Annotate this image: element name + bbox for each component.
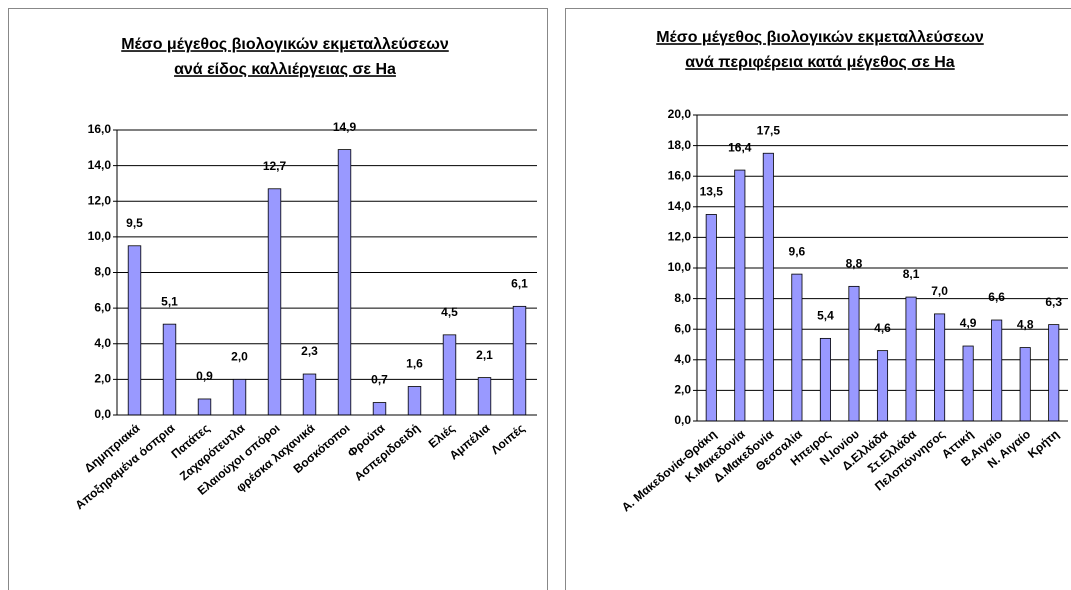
- value-label: 6,1: [511, 277, 528, 291]
- value-label: 8,8: [846, 257, 863, 271]
- y-tick-label: 10,0: [88, 229, 112, 243]
- y-tick-label: 6,0: [674, 321, 691, 335]
- y-tick-label: 20,0: [668, 107, 692, 121]
- panel-frame: [565, 8, 1071, 590]
- y-tick-label: 2,0: [94, 372, 111, 386]
- value-label: 16,4: [728, 140, 752, 154]
- value-label: 14,9: [333, 120, 357, 134]
- value-label: 2,3: [301, 344, 318, 358]
- x-tick-label: Λοιπές: [488, 421, 527, 457]
- value-label: 5,4: [817, 309, 834, 323]
- y-tick-label: 2,0: [674, 383, 691, 397]
- y-tick-label: 12,0: [668, 230, 692, 244]
- bar: [512, 305, 527, 416]
- chart-title: ανά είδος καλλιέργειας σε Ha: [174, 61, 396, 78]
- bar: [876, 350, 889, 422]
- bar: [705, 214, 717, 422]
- value-label: 6,3: [1045, 295, 1062, 309]
- value-label: 1,6: [406, 357, 423, 371]
- chart-title: ανά περιφέρεια κατά μέγεθος σε Ha: [685, 54, 955, 71]
- y-tick-label: 14,0: [88, 158, 112, 172]
- y-tick-label: 10,0: [668, 260, 692, 274]
- bar: [302, 373, 317, 416]
- bar: [962, 345, 974, 422]
- y-tick-label: 4,0: [94, 336, 111, 350]
- y-tick-label: 0,0: [94, 407, 111, 421]
- value-label: 8,1: [903, 267, 920, 281]
- bar: [734, 169, 746, 422]
- value-label: 5,1: [161, 294, 178, 308]
- x-tick-label: Κρήτη: [1025, 427, 1062, 461]
- y-tick-label: 8,0: [674, 291, 691, 305]
- value-label: 0,9: [196, 369, 213, 383]
- bar: [407, 386, 422, 416]
- x-tick-label: Αμπέλια: [447, 421, 493, 463]
- bar: [819, 337, 831, 422]
- bar: [372, 402, 387, 416]
- bar: [934, 313, 946, 422]
- bar: [162, 323, 177, 416]
- bar: [232, 378, 247, 416]
- value-label: 7,0: [931, 284, 948, 298]
- value-label: 4,6: [874, 321, 891, 335]
- bar: [197, 398, 212, 416]
- value-label: 0,7: [371, 373, 388, 387]
- value-label: 13,5: [700, 185, 724, 199]
- value-label: 9,5: [126, 216, 143, 230]
- value-label: 2,0: [231, 350, 248, 364]
- bar: [991, 319, 1003, 422]
- y-tick-label: 14,0: [668, 199, 692, 213]
- bar: [762, 152, 774, 422]
- value-label: 9,6: [789, 244, 806, 258]
- y-tick-label: 16,0: [668, 168, 692, 182]
- value-label: 4,8: [1017, 318, 1034, 332]
- y-tick-label: 16,0: [88, 122, 112, 136]
- value-label: 12,7: [263, 159, 287, 173]
- panel-frame: [8, 8, 548, 590]
- value-label: 4,5: [441, 305, 458, 319]
- bar: [791, 273, 803, 422]
- y-tick-label: 0,0: [674, 413, 691, 427]
- bar: [477, 377, 492, 416]
- bar: [905, 296, 917, 422]
- bar: [1019, 347, 1031, 422]
- chart-title: Μέσο μέγεθος βιολογικών εκμεταλλεύσεων: [121, 36, 449, 53]
- bar: [267, 188, 282, 416]
- value-label: 6,6: [988, 290, 1005, 304]
- bar: [337, 149, 352, 416]
- y-tick-label: 4,0: [674, 352, 691, 366]
- y-tick-label: 6,0: [94, 300, 111, 314]
- bar: [1048, 324, 1060, 422]
- bar: [442, 334, 457, 416]
- y-tick-label: 8,0: [94, 265, 111, 279]
- value-label: 2,1: [476, 348, 493, 362]
- bar: [127, 245, 142, 416]
- value-label: 17,5: [757, 123, 781, 137]
- y-tick-label: 18,0: [668, 138, 692, 152]
- bar: [848, 285, 860, 422]
- y-tick-label: 12,0: [88, 193, 112, 207]
- value-label: 4,9: [960, 316, 977, 330]
- chart-title: Μέσο μέγεθος βιολογικών εκμεταλλεύσεων: [656, 29, 984, 46]
